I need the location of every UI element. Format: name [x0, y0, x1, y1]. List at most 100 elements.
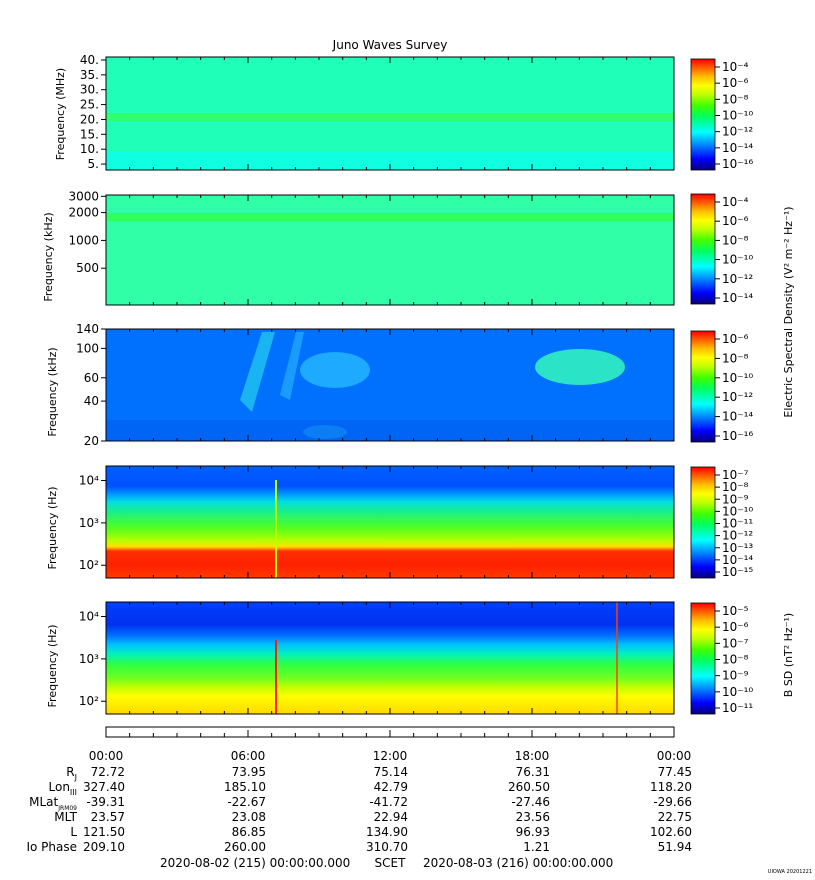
panel-4-colorbar	[690, 466, 716, 579]
ephemeris-value: 310.70	[366, 840, 408, 854]
ephemeris-table: RJ 72.72 73.95 75.14 76.31 77.45 LonIII 327.40 1…	[26, 765, 692, 854]
ephemeris-value: 260.50	[508, 780, 550, 794]
panel-5-colorbar-label: B SD (nT² Hz⁻¹)	[782, 613, 795, 697]
panel-1-colorbar-ticks: 10⁻⁴ 10⁻⁶ 10⁻⁸ 10⁻¹⁰ 10⁻¹² 10⁻¹⁴ 10⁻¹⁶	[715, 60, 753, 171]
ephemeris-value: 76.31	[516, 765, 550, 779]
ephemeris-value: 73.95	[232, 765, 266, 779]
ephemeris-value: -27.46	[511, 795, 550, 809]
panel-1-cbar-label: 10⁻¹⁶	[722, 157, 753, 171]
panel-1-band	[106, 113, 674, 121]
panel-1-ytick-label: 5.	[88, 157, 99, 171]
ephemeris-value: 86.85	[232, 825, 266, 839]
panel-1-ytick-label: 15.	[80, 127, 99, 141]
panel-2: 3000 2000 1000 500 Frequency (kHz) 10⁻⁴ 10⁻⁶…	[42, 189, 753, 306]
panel-2-colorbar-ticks: 10⁻⁴ 10⁻⁶ 10⁻⁸ 10⁻¹⁰ 10⁻¹² 10⁻¹⁴	[715, 195, 753, 305]
panel-1-cbar-label: 10⁻¹⁰	[722, 109, 753, 123]
panel-5-cbar-label: 10⁻⁷	[722, 636, 749, 650]
time-axis-labels: 00:00 06:00 12:00 18:00 00:00	[89, 749, 692, 763]
ephemeris-value: 72.72	[91, 765, 125, 779]
ephemeris-value: 121.50	[83, 825, 125, 839]
time-tick-label: 12:00	[373, 749, 408, 763]
panel-5-cbar-label: 10⁻¹⁰	[722, 685, 753, 699]
ephemeris-value: 22.75	[658, 810, 692, 824]
panel-3-ytick-label: 40	[84, 394, 99, 408]
time-axis: 00:00 06:00 12:00 18:00 00:00 RJ 72.72 73.95 75…	[26, 726, 692, 870]
panel-2-cbar-label: 10⁻¹⁴	[722, 291, 753, 305]
panel-3-y-axis: 140 100 60 40 20	[76, 322, 675, 448]
footer-start: 2020-08-02 (215) 00:00:00.000	[160, 856, 350, 870]
ephemeris-value: 96.93	[516, 825, 550, 839]
panel-1-cbar-label: 10⁻¹⁴	[722, 141, 753, 155]
ephemeris-row-label: MLT	[54, 810, 77, 824]
panel-4-cbar-label: 10⁻¹²	[722, 529, 753, 543]
ephemeris-value: 118.20	[650, 780, 692, 794]
panel-4-cbar-label: 10⁻¹¹	[722, 517, 753, 531]
panel-3-colorbar-ticks: 10⁻⁶ 10⁻⁸ 10⁻¹⁰ 10⁻¹² 10⁻¹⁴ 10⁻¹⁶	[715, 332, 753, 443]
panel-2-ytick-label: 500	[76, 261, 99, 275]
panel-5-cbar-label: 10⁻¹¹	[722, 701, 753, 715]
panel-1-ytick-label: 25.	[80, 98, 99, 112]
panel-2-ytick-label: 3000	[68, 189, 99, 203]
panel-1-cbar-label: 10⁻¹²	[722, 125, 753, 139]
panel-3-ylabel: Frequency (kHz)	[46, 347, 59, 436]
panel-3-ytick-label: 100	[76, 341, 99, 355]
time-tick-label: 18:00	[515, 749, 550, 763]
panel-5-ytick-label: 10⁴	[79, 610, 99, 624]
panel-5-spectrogram	[106, 602, 674, 714]
footer-end: 2020-08-03 (216) 00:00:00.000	[423, 856, 613, 870]
time-tick-label: 00:00	[657, 749, 692, 763]
ephemeris-value: -22.67	[227, 795, 266, 809]
panel-4-cbar-label: 10⁻¹⁰	[722, 504, 753, 518]
ephemeris-value: -41.72	[369, 795, 408, 809]
panel-2-cbar-label: 10⁻¹⁰	[722, 253, 753, 267]
ephemeris-value: 327.40	[83, 780, 125, 794]
ephemeris-value: 23.56	[516, 810, 550, 824]
ephemeris-row-label: MLatJRM09	[29, 795, 77, 812]
panel-5-colorbar-ticks: 10⁻⁵ 10⁻⁶ 10⁻⁷ 10⁻⁸ 10⁻⁹ 10⁻¹⁰ 10⁻¹¹	[715, 604, 753, 715]
panel-4-spectrogram	[106, 466, 674, 578]
panel-4-cbar-label: 10⁻¹⁴	[722, 553, 753, 567]
panel-4-colorbar-ticks: 10⁻⁷10⁻⁸10⁻⁹10⁻¹⁰10⁻¹¹10⁻¹²10⁻¹³10⁻¹⁴10⁻…	[715, 468, 753, 579]
panel-3-cbar-label: 10⁻¹⁰	[722, 371, 753, 385]
ephemeris-value: 134.90	[366, 825, 408, 839]
panel-3-colorbar	[690, 330, 716, 443]
panel-5-y-axis: 10⁴ 10³ 10²	[79, 602, 675, 714]
panel-2-band	[106, 213, 674, 221]
panel-3-cbar-label: 10⁻⁶	[722, 332, 749, 346]
panel-5-ylabel: Frequency (Hz)	[46, 625, 59, 708]
shared-colorbar-label: Electric Spectral Density (V² m⁻² Hz⁻¹)	[782, 206, 795, 417]
ephemeris-value: 75.14	[374, 765, 408, 779]
panel-2-cbar-label: 10⁻¹²	[722, 272, 753, 286]
time-tick-label: 06:00	[231, 749, 266, 763]
panel-2-cbar-label: 10⁻⁴	[722, 195, 749, 209]
panel-4-cbar-label: 10⁻⁷	[722, 468, 749, 482]
panel-4-ylabel: Frequency (Hz)	[46, 487, 59, 570]
panel-2-ylabel: Frequency (kHz)	[42, 212, 55, 301]
ephemeris-value: 23.08	[232, 810, 266, 824]
panel-3-ytick-label: 60	[84, 371, 99, 385]
panel-3-cbar-label: 10⁻¹⁶	[722, 429, 753, 443]
panel-5-cbar-label: 10⁻⁵	[722, 604, 749, 618]
ephemeris-row-label: L	[70, 825, 77, 839]
footer-mid: SCET	[375, 856, 407, 870]
panel-5-ytick-label: 10²	[79, 694, 99, 708]
ephemeris-row-label: LonIII	[49, 780, 78, 797]
panel-1-ytick-label: 20.	[80, 112, 99, 126]
panel-1-cbar-label: 10⁻⁴	[722, 60, 749, 74]
panel-1-ytick-label: 30.	[80, 83, 99, 97]
panel-1-ylabel: Frequency (MHz)	[54, 68, 67, 160]
panel-4-cbar-label: 10⁻¹⁵	[722, 565, 753, 579]
panel-2-colorbar	[690, 193, 716, 305]
ephemeris-value: 1.21	[523, 840, 550, 854]
panel-1: 40.35.30.25.20.15.10.5. Frequency (MHz) …	[54, 53, 753, 171]
panel-5-colorbar	[690, 602, 716, 715]
panel-1-cbar-label: 10⁻⁸	[722, 92, 749, 106]
ephemeris-value: 260.00	[224, 840, 266, 854]
ephemeris-value: 77.45	[658, 765, 692, 779]
panel-1-y-axis: 40.35.30.25.20.15.10.5.	[80, 53, 675, 171]
panel-2-ytick-label: 2000	[68, 206, 99, 220]
ephemeris-value: 209.10	[83, 840, 125, 854]
